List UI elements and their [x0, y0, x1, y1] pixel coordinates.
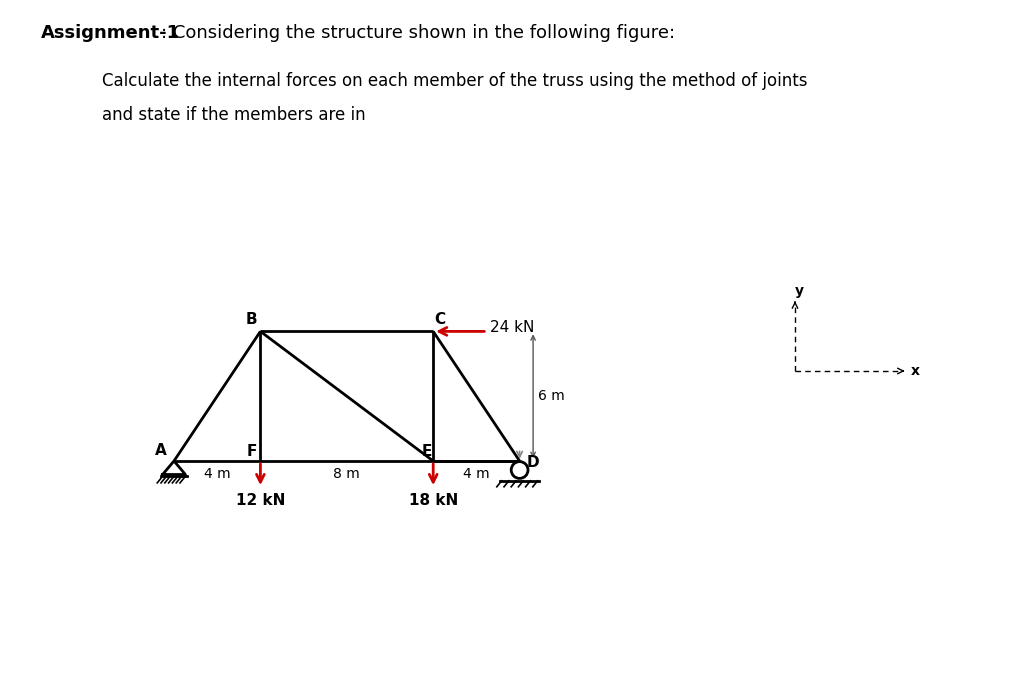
Text: 8 m: 8 m — [334, 467, 360, 482]
Text: 4 m: 4 m — [203, 467, 231, 482]
Text: 18 kN: 18 kN — [409, 493, 458, 508]
Text: 12 kN: 12 kN — [236, 493, 285, 508]
Text: 24 kN: 24 kN — [490, 320, 535, 335]
Text: 6 m: 6 m — [538, 389, 565, 403]
Text: and state if the members are in: and state if the members are in — [102, 106, 370, 124]
Text: E: E — [421, 445, 431, 460]
Text: C: C — [434, 312, 445, 327]
Text: x: x — [910, 364, 919, 378]
Text: D: D — [527, 455, 540, 470]
Text: 4 m: 4 m — [463, 467, 490, 482]
Text: Calculate the internal forces on each member of the truss using the method of jo: Calculate the internal forces on each me… — [102, 72, 807, 90]
Text: F: F — [246, 445, 257, 460]
Text: A: A — [155, 443, 167, 458]
Text: Assignment-1: Assignment-1 — [41, 24, 180, 42]
Text: : Considering the structure shown in the following figure:: : Considering the structure shown in the… — [161, 24, 675, 42]
Text: B: B — [246, 312, 257, 327]
Text: y: y — [795, 285, 804, 298]
